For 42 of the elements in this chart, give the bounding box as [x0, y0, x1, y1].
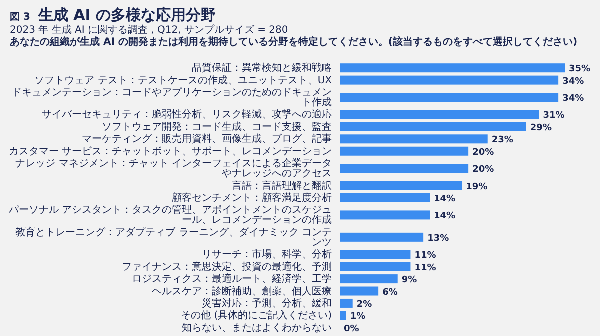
y-tick-label: 顧客センチメント：顧客満足度分析 — [172, 192, 332, 204]
data-label: 31% — [543, 111, 565, 122]
data-label: 20% — [472, 148, 494, 158]
y-tick-label: サイバーセキュリティ：脆弱性分析、リスク軽減、攻撃への適応 — [42, 108, 332, 121]
data-label: 1% — [350, 312, 366, 322]
y-tick-label: パーソナル アシスタント：タスクの管理、アポイントメントのスケジュール、レコメンデーションの作成 — [8, 205, 332, 226]
data-label: 13% — [428, 234, 450, 244]
y-tick-label: リサーチ：市場、科学、分析 — [202, 248, 332, 261]
data-label: 0% — [344, 324, 360, 334]
data-label: 11% — [414, 263, 436, 274]
text: あなたの組織が生成 AI の開発または利用を期待している分野を特定してください。(該当するものをすべて選択してください) — [10, 36, 578, 48]
data-label: 14% — [434, 212, 456, 222]
data-label: 6% — [382, 288, 398, 298]
text: 2023 年 生成 AI に関する調査 , Q12, サンプルサイズ = 280 — [10, 24, 288, 36]
y-tick-label: 言語：言語理解と翻訳 — [232, 180, 332, 192]
data-label: 20% — [472, 165, 494, 176]
y-tick-label: ロジスティクス：最適ルート、経済学、工学 — [132, 273, 332, 286]
y-tick-label: ドキュメンテーション：コードやアプリケーションのためのドキュメント作成 — [12, 86, 332, 109]
caption: 図 3 — [10, 12, 30, 23]
data-label: 29% — [530, 123, 552, 134]
y-tick-label: ファイナンス：意思決定、投資の最適化、予測 — [122, 260, 332, 273]
data-label: 34% — [562, 94, 584, 104]
data-label: 11% — [414, 251, 436, 262]
data-label: 34% — [562, 76, 584, 87]
y-tick-label: カスタマー サービス：チャットボット、サポート、レコメンデーション — [8, 146, 332, 158]
text: 生成 AI の多様な応用分野 — [37, 6, 216, 24]
data-label: 35% — [569, 64, 591, 75]
data-label: 23% — [492, 136, 514, 146]
y-tick-label: ナレッジ マネジメント：チャット インターフェイスによる企業データやナレッジへのアクセス — [16, 158, 332, 180]
y-tick-label: マーケティング：販売用資料、画像生成、ブログ、記事 — [82, 133, 332, 146]
data-label: 19% — [466, 182, 488, 192]
data-label: 9% — [402, 276, 418, 286]
y-tick-label: ヘルスケア：診断補助、創薬、個人医療 — [152, 285, 332, 298]
y-tick-label: 教育とトレーニング：アダプティブ ラーニング、ダイナミック コンテンツ — [16, 226, 332, 248]
y-tick-label: 災害対応：予測、分析、緩和 — [202, 297, 332, 310]
data-label: 14% — [434, 194, 456, 204]
y-tick-label: その他 (具体的にご記入ください) — [181, 310, 332, 322]
y-tick-label: ソフトウェア開発：コード生成、コード支援、監査 — [102, 120, 332, 133]
y-tick-label: ソフトウェア テスト：テストケースの作成、ユニットテスト、UX — [34, 74, 332, 86]
data-label: 2% — [356, 300, 372, 310]
y-tick-label: 知らない、またはよくわからない — [182, 322, 332, 334]
y-tick-label: 品質保証：異常検知と緩和戦略 — [192, 62, 332, 74]
